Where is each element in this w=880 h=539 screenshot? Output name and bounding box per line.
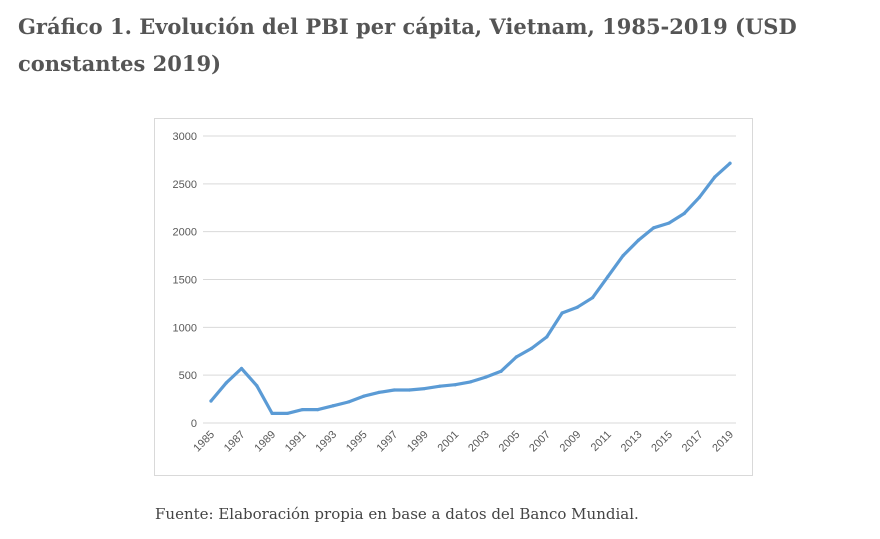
chart-heading: Gráfico 1. Evolución del PBI per cápita,…: [18, 14, 797, 76]
x-tick-label: 1991: [283, 429, 309, 455]
data-point-1990: [285, 411, 289, 416]
x-tick-label: 2019: [710, 429, 736, 455]
data-point-2013: [636, 238, 641, 242]
x-tick-label: 2017: [680, 429, 706, 455]
data-point-1999: [423, 386, 427, 391]
data-point-2001: [453, 383, 457, 387]
data-point-2018: [713, 175, 717, 179]
data-point-2002: [468, 380, 473, 384]
data-point-2009: [575, 305, 579, 309]
data-point-2016: [682, 211, 686, 216]
data-point-2000: [438, 384, 442, 388]
data-point-2011: [606, 275, 610, 279]
data-point-1998: [407, 388, 412, 392]
x-tick-label: 2003: [466, 429, 492, 455]
chart-frame: 0 500 1000 1500 2000 2500 3000 1985 1987 1989 199…: [154, 118, 753, 476]
data-point-2005: [514, 355, 518, 359]
y-tick-label: 1500: [173, 275, 197, 287]
data-point-2003: [484, 375, 488, 379]
x-tick-label: 1995: [344, 429, 370, 455]
data-point-1989: [270, 411, 274, 416]
data-point-1986: [224, 381, 228, 385]
grid-lines: [203, 135, 736, 424]
data-point-1992: [316, 408, 320, 412]
y-tick-label: 1000: [173, 322, 197, 334]
x-tick-label: 1997: [374, 429, 400, 455]
data-point-1994: [346, 400, 350, 404]
data-point-2014: [652, 226, 656, 230]
series-line-0: [209, 161, 732, 415]
data-point-2010: [591, 296, 595, 300]
x-tick-label: 2011: [589, 429, 614, 454]
x-axis-ticks: 1985 1987 1989 1991 1993 1995 1997 1999 2001 2003…: [191, 429, 736, 455]
x-tick-label: 1987: [222, 429, 248, 455]
data-point-1991: [300, 408, 305, 412]
y-tick-label: 2000: [173, 227, 197, 239]
x-tick-label: 2007: [527, 429, 553, 455]
x-tick-label: 1989: [252, 429, 278, 455]
data-point-2007: [545, 335, 549, 339]
x-tick-label: 2013: [619, 429, 645, 455]
y-tick-label: 500: [179, 370, 197, 382]
data-point-2012: [621, 253, 625, 258]
y-axis-ticks: 0 500 1000 1500 2000 2500 3000: [173, 131, 197, 430]
x-tick-label: 2015: [649, 429, 675, 455]
data-point-1988: [255, 384, 259, 388]
x-tick-label: 1985: [191, 429, 217, 455]
data-point-1987: [239, 366, 244, 371]
data-point-1995: [362, 394, 366, 398]
y-tick-label: 3000: [173, 131, 197, 143]
y-tick-label: 2500: [173, 179, 197, 191]
x-tick-label: 2009: [558, 429, 584, 455]
data-point-2008: [560, 311, 564, 315]
x-tick-label: 2001: [436, 429, 462, 455]
data-point-2017: [697, 195, 702, 199]
data-point-2006: [529, 346, 534, 350]
x-tick-label: 1999: [405, 429, 431, 455]
data-point-1993: [331, 404, 335, 408]
data-point-1985: [209, 399, 213, 403]
data-point-1996: [377, 390, 381, 394]
data-point-1997: [392, 388, 396, 392]
data-point-2019: [728, 161, 732, 165]
source-note: Fuente: Elaboración propia en base a dat…: [155, 505, 639, 523]
data-point-2015: [667, 221, 671, 225]
y-tick-label: 0: [191, 418, 197, 430]
x-tick-label: 2005: [497, 429, 523, 455]
series-layer: [209, 161, 732, 416]
x-tick-label: 1993: [313, 429, 339, 455]
data-point-2004: [499, 369, 503, 373]
